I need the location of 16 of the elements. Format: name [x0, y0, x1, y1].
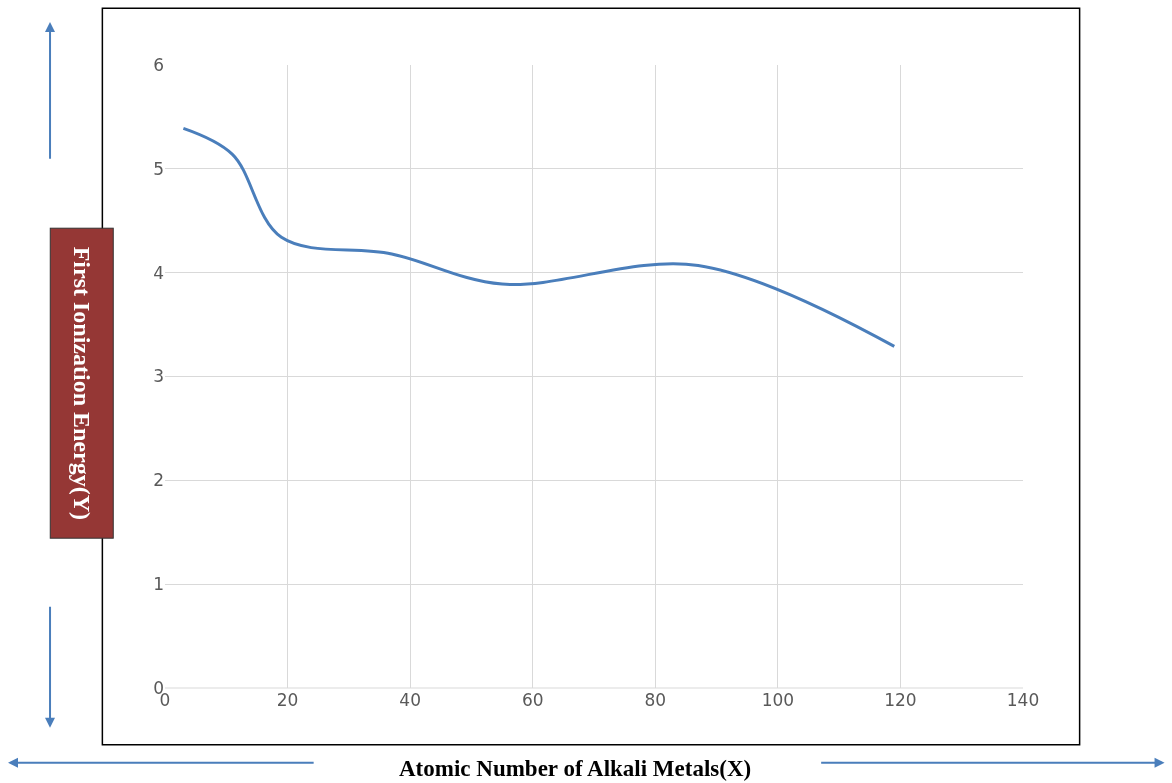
y-tick-label: 1 — [153, 574, 164, 595]
x-tick-label: 140 — [1006, 690, 1040, 710]
y-tick-label: 3 — [153, 366, 164, 387]
x-tick-label: 40 — [399, 690, 421, 710]
x-tick-label: 120 — [884, 690, 917, 710]
y-tick-label: 6 — [153, 54, 164, 75]
x-tick-label: 80 — [644, 690, 667, 710]
y-axis-title: First Ionization Energy(Y) — [68, 246, 95, 521]
x-tick-label: 60 — [521, 690, 544, 710]
x-tick-label: 100 — [761, 690, 795, 710]
y-tick-label: 2 — [153, 470, 164, 491]
y-tick-label: 5 — [153, 158, 164, 179]
x-axis-title: Atomic Number of Alkali Metals(X) — [399, 756, 752, 781]
x-tick-label: 20 — [276, 690, 299, 710]
line-series — [181, 126, 896, 348]
y-tick-label: 4 — [153, 262, 164, 283]
